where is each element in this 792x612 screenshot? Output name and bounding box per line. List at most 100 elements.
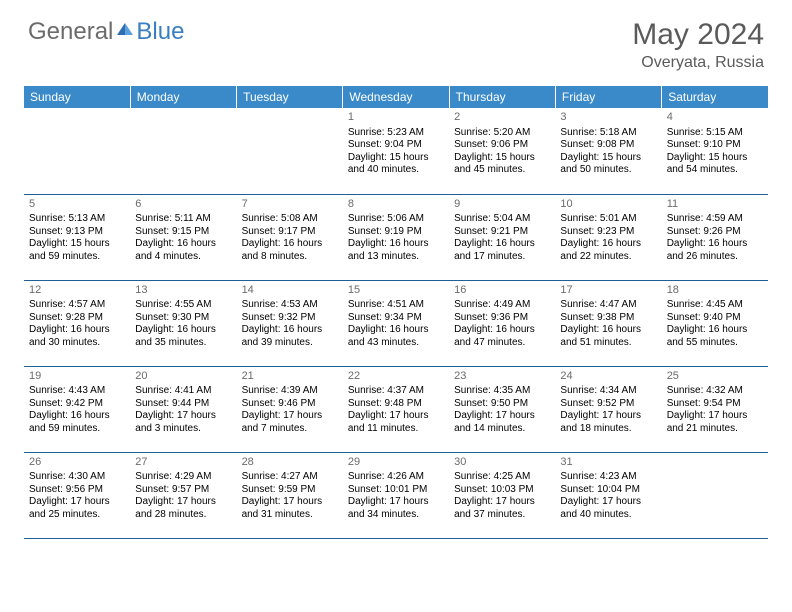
sunrise-text: Sunrise: 4:26 AM [348,471,444,484]
calendar-day-cell: 2Sunrise: 5:20 AMSunset: 9:06 PMDaylight… [449,108,555,194]
day-number: 14 [242,284,338,298]
day-number: 30 [454,456,550,470]
day-number: 24 [560,370,656,384]
sunset-text: Sunset: 9:15 PM [135,226,231,239]
calendar-day-cell: 7Sunrise: 5:08 AMSunset: 9:17 PMDaylight… [237,194,343,280]
calendar-day-cell: 27Sunrise: 4:29 AMSunset: 9:57 PMDayligh… [130,452,236,538]
calendar-day-cell: 10Sunrise: 5:01 AMSunset: 9:23 PMDayligh… [555,194,661,280]
day-number: 21 [242,370,338,384]
day-number: 4 [667,111,763,125]
calendar-table: Sunday Monday Tuesday Wednesday Thursday… [24,86,768,539]
daylight-text: Daylight: 17 hours and 37 minutes. [454,496,550,521]
calendar-day-cell: 18Sunrise: 4:45 AMSunset: 9:40 PMDayligh… [662,280,768,366]
calendar-week-row: 26Sunrise: 4:30 AMSunset: 9:56 PMDayligh… [24,452,768,538]
day-number: 27 [135,456,231,470]
daylight-text: Daylight: 15 hours and 45 minutes. [454,152,550,177]
calendar-week-row: 5Sunrise: 5:13 AMSunset: 9:13 PMDaylight… [24,194,768,280]
sunset-text: Sunset: 9:50 PM [454,398,550,411]
sunset-text: Sunset: 9:06 PM [454,139,550,152]
calendar-day-cell: 26Sunrise: 4:30 AMSunset: 9:56 PMDayligh… [24,452,130,538]
day-number: 1 [348,111,444,125]
sunset-text: Sunset: 9:38 PM [560,312,656,325]
calendar-day-cell: 25Sunrise: 4:32 AMSunset: 9:54 PMDayligh… [662,366,768,452]
sunset-text: Sunset: 9:13 PM [29,226,125,239]
calendar-day-cell: 6Sunrise: 5:11 AMSunset: 9:15 PMDaylight… [130,194,236,280]
daylight-text: Daylight: 17 hours and 21 minutes. [667,410,763,435]
sunrise-text: Sunrise: 4:23 AM [560,471,656,484]
calendar-day-cell: 13Sunrise: 4:55 AMSunset: 9:30 PMDayligh… [130,280,236,366]
sunrise-text: Sunrise: 4:41 AM [135,385,231,398]
daylight-text: Daylight: 16 hours and 59 minutes. [29,410,125,435]
sunrise-text: Sunrise: 5:01 AM [560,213,656,226]
sunset-text: Sunset: 9:34 PM [348,312,444,325]
weekday-header: Thursday [449,86,555,108]
calendar-day-cell: 11Sunrise: 4:59 AMSunset: 9:26 PMDayligh… [662,194,768,280]
sunset-text: Sunset: 10:03 PM [454,484,550,497]
daylight-text: Daylight: 16 hours and 22 minutes. [560,238,656,263]
daylight-text: Daylight: 16 hours and 13 minutes. [348,238,444,263]
daylight-text: Daylight: 16 hours and 30 minutes. [29,324,125,349]
logo: General Blue [28,18,184,46]
day-number: 2 [454,111,550,125]
calendar-day-cell: 16Sunrise: 4:49 AMSunset: 9:36 PMDayligh… [449,280,555,366]
day-number: 9 [454,198,550,212]
calendar-day-cell: 12Sunrise: 4:57 AMSunset: 9:28 PMDayligh… [24,280,130,366]
sunset-text: Sunset: 9:08 PM [560,139,656,152]
weekday-header: Tuesday [237,86,343,108]
logo-text-general: General [28,18,113,46]
day-number: 18 [667,284,763,298]
sunrise-text: Sunrise: 4:30 AM [29,471,125,484]
sunset-text: Sunset: 9:26 PM [667,226,763,239]
calendar-day-cell [662,452,768,538]
day-number: 26 [29,456,125,470]
daylight-text: Daylight: 17 hours and 31 minutes. [242,496,338,521]
day-number: 12 [29,284,125,298]
calendar-day-cell: 15Sunrise: 4:51 AMSunset: 9:34 PMDayligh… [343,280,449,366]
sunset-text: Sunset: 10:04 PM [560,484,656,497]
sunset-text: Sunset: 9:48 PM [348,398,444,411]
calendar-day-cell: 21Sunrise: 4:39 AMSunset: 9:46 PMDayligh… [237,366,343,452]
sunrise-text: Sunrise: 4:29 AM [135,471,231,484]
day-number: 23 [454,370,550,384]
calendar-day-cell: 31Sunrise: 4:23 AMSunset: 10:04 PMDaylig… [555,452,661,538]
daylight-text: Daylight: 17 hours and 11 minutes. [348,410,444,435]
calendar-day-cell [237,108,343,194]
calendar-day-cell [24,108,130,194]
sunrise-text: Sunrise: 4:35 AM [454,385,550,398]
calendar-week-row: 12Sunrise: 4:57 AMSunset: 9:28 PMDayligh… [24,280,768,366]
daylight-text: Daylight: 15 hours and 54 minutes. [667,152,763,177]
daylight-text: Daylight: 16 hours and 26 minutes. [667,238,763,263]
day-number: 22 [348,370,444,384]
sunrise-text: Sunrise: 4:45 AM [667,299,763,312]
sunset-text: Sunset: 9:44 PM [135,398,231,411]
sunset-text: Sunset: 10:01 PM [348,484,444,497]
sunrise-text: Sunrise: 4:57 AM [29,299,125,312]
sunset-text: Sunset: 9:57 PM [135,484,231,497]
calendar-day-cell: 22Sunrise: 4:37 AMSunset: 9:48 PMDayligh… [343,366,449,452]
calendar-day-cell: 3Sunrise: 5:18 AMSunset: 9:08 PMDaylight… [555,108,661,194]
logo-icon [115,18,135,46]
daylight-text: Daylight: 16 hours and 55 minutes. [667,324,763,349]
day-number: 13 [135,284,231,298]
day-number: 7 [242,198,338,212]
sunset-text: Sunset: 9:52 PM [560,398,656,411]
header: General Blue May 2024 Overyata, Russia [0,0,792,78]
daylight-text: Daylight: 15 hours and 40 minutes. [348,152,444,177]
calendar-day-cell: 17Sunrise: 4:47 AMSunset: 9:38 PMDayligh… [555,280,661,366]
day-number: 19 [29,370,125,384]
daylight-text: Daylight: 16 hours and 47 minutes. [454,324,550,349]
day-number: 20 [135,370,231,384]
weekday-header: Saturday [662,86,768,108]
sunset-text: Sunset: 9:32 PM [242,312,338,325]
sunrise-text: Sunrise: 5:23 AM [348,127,444,140]
daylight-text: Daylight: 16 hours and 39 minutes. [242,324,338,349]
daylight-text: Daylight: 17 hours and 18 minutes. [560,410,656,435]
sunrise-text: Sunrise: 5:06 AM [348,213,444,226]
daylight-text: Daylight: 16 hours and 35 minutes. [135,324,231,349]
sunrise-text: Sunrise: 4:59 AM [667,213,763,226]
calendar-day-cell: 24Sunrise: 4:34 AMSunset: 9:52 PMDayligh… [555,366,661,452]
day-number: 3 [560,111,656,125]
calendar-day-cell: 9Sunrise: 5:04 AMSunset: 9:21 PMDaylight… [449,194,555,280]
sunrise-text: Sunrise: 5:08 AM [242,213,338,226]
sunrise-text: Sunrise: 5:15 AM [667,127,763,140]
